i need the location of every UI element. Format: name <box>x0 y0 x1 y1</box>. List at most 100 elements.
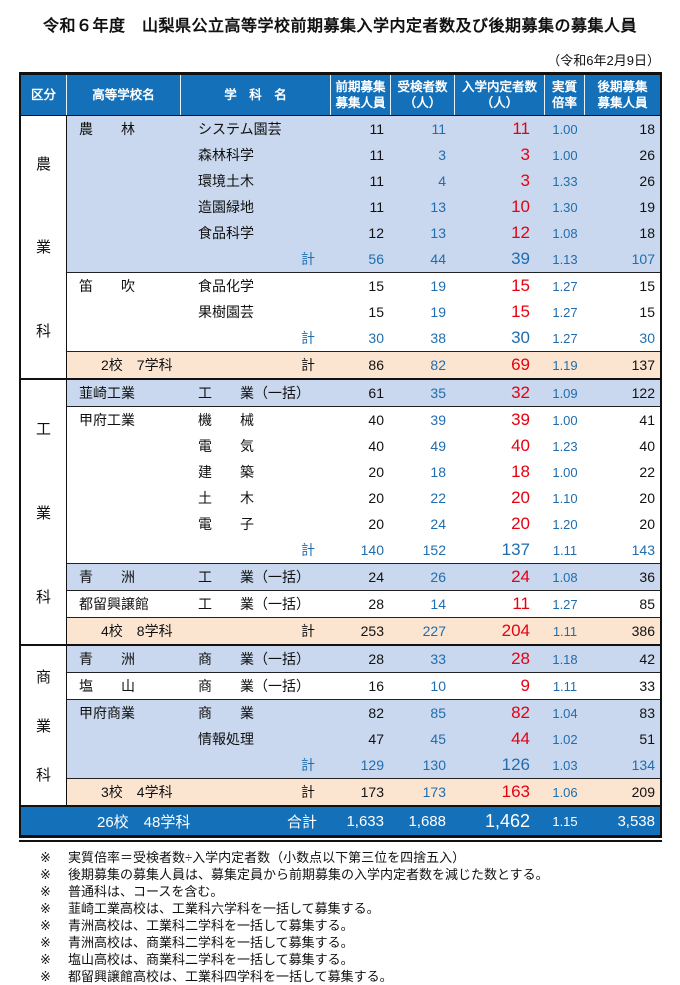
category-char: 業 <box>35 239 51 257</box>
cell-zenki: 253 <box>360 623 384 639</box>
footnote-text: 青洲高校は、工業科二学科を一括して募集する。 <box>68 918 354 933</box>
category-char: 科 <box>35 322 51 340</box>
cell-naitei: 44 <box>511 729 530 748</box>
cell-kouki: 83 <box>639 705 655 721</box>
cell-bairitsu: 1.15 <box>552 813 578 829</box>
cell-juken: 10 <box>430 678 446 694</box>
table-row: 食品科学 12 13 12 1.08 18 <box>67 220 660 246</box>
table-row: 電 子 20 24 20 1.20 20 <box>67 511 660 537</box>
footnote-line: ※ 青洲高校は、工業科二学科を一括して募集する。 <box>40 917 680 934</box>
category-kubun: 農業科 <box>21 116 67 378</box>
header-cell-4: 受検者数 （人） <box>391 75 455 115</box>
footnote-text: 都留興譲館高校は、工業科四学科を一括して募集する。 <box>68 969 393 984</box>
cell-zenki: 61 <box>368 385 384 401</box>
cell-juken: 26 <box>430 569 446 585</box>
cell-zenki: 16 <box>368 678 384 694</box>
cell-zenki: 28 <box>368 596 384 612</box>
cell-kouki: 40 <box>639 438 655 454</box>
table-row: 計 30 38 30 1.27 30 <box>67 325 660 351</box>
cell-dept-name: 商 業（一括） <box>198 651 310 667</box>
section-rows: 農 林 システム園芸 11 11 11 1.00 18 森林科学 11 3 3 1.00 26 環境土木 1… <box>67 116 660 378</box>
cell-bairitsu: 1.03 <box>552 757 578 773</box>
cell-bairitsu: 1.19 <box>552 357 578 373</box>
cell-juken: 44 <box>430 251 446 267</box>
cell-dept-name: 情報処理 <box>198 731 254 747</box>
cell-bairitsu: 1.08 <box>552 569 578 585</box>
cell-kouki: 51 <box>639 731 655 747</box>
cell-zenki: 20 <box>368 490 384 506</box>
category-char: 商 <box>35 669 51 686</box>
cell-bairitsu: 1.04 <box>552 705 578 721</box>
table-row: 笛 吹 食品化学 15 19 15 1.27 15 <box>67 273 660 299</box>
cell-naitei: 15 <box>511 276 530 295</box>
category-char: 工 <box>35 420 51 438</box>
section-1: 工業科韮崎工業工 業（一括） 61 35 32 1.09 122 甲府工業機 械 40 39 39… <box>21 378 660 644</box>
cell-naitei: 20 <box>511 488 530 507</box>
cell-dept-name: 計 <box>301 330 315 346</box>
footnote-mark: ※ <box>40 918 51 933</box>
cell-dept-name: 電 子 <box>198 516 254 532</box>
cell-naitei: 1,462 <box>484 810 530 831</box>
footnote-mark: ※ <box>40 884 51 899</box>
footnote-line: ※ 青洲高校は、商業科二学科を一括して募集する。 <box>40 934 680 951</box>
cell-school-name: 甲府商業 <box>79 705 135 721</box>
cell-bairitsu: 1.00 <box>552 412 578 428</box>
cell-dept-name: 工 業（一括） <box>198 569 310 585</box>
cell-dept-name: 工 業（一括） <box>198 596 310 612</box>
cell-naitei: 39 <box>511 410 530 429</box>
cell-school-name: 農 林 <box>79 121 135 137</box>
cell-juken: 19 <box>430 304 446 320</box>
table-row: 計 140 152 137 1.11 143 <box>67 537 660 563</box>
table-row: 韮崎工業 工 業（一括） 61 35 32 1.09 122 <box>67 380 660 406</box>
footnote-line: ※ 都留興譲館高校は、工業科四学科を一括して募集する。 <box>40 968 680 985</box>
subtotal-label: 2校 7学科 計 <box>67 355 331 375</box>
table-row: 環境土木 11 4 3 1.33 26 <box>67 168 660 194</box>
cell-naitei: 11 <box>512 119 530 138</box>
cell-naitei: 24 <box>511 567 530 586</box>
cell-dept-name: 土 木 <box>198 490 254 506</box>
cell-dept-name: 食品化学 <box>198 278 254 294</box>
cell-zenki: 12 <box>368 225 384 241</box>
cell-bairitsu: 1.23 <box>552 438 578 454</box>
cell-dept-name: 建 築 <box>198 464 254 480</box>
cell-bairitsu: 1.27 <box>552 304 578 320</box>
cell-naitei: 9 <box>520 676 530 695</box>
cell-bairitsu: 1.27 <box>552 330 578 346</box>
cell-naitei: 137 <box>501 540 530 559</box>
cell-dept-name: 計 <box>301 757 315 773</box>
category-char: 業 <box>35 718 51 735</box>
cell-juken: 85 <box>430 705 446 721</box>
category-char: 科 <box>35 767 51 784</box>
cell-naitei: 30 <box>511 328 530 347</box>
school-group: 都留興譲館 工 業（一括） 28 14 11 1.27 85 <box>67 590 660 617</box>
footnote-mark: ※ <box>40 935 51 950</box>
cell-kouki: 26 <box>639 147 655 163</box>
cell-dept-name: 計 <box>301 251 315 267</box>
cell-naitei: 15 <box>511 302 530 321</box>
cell-dept-name: 造園緑地 <box>198 199 254 215</box>
cell-zenki: 11 <box>369 199 384 215</box>
cell-juken: 4 <box>438 173 446 189</box>
table-row: 情報処理 47 45 44 1.02 51 <box>67 726 660 752</box>
cell-bairitsu: 1.33 <box>552 173 578 189</box>
header-cell-0: 区分 <box>21 75 67 115</box>
cell-naitei: 82 <box>511 703 530 722</box>
cell-zenki: 24 <box>368 569 384 585</box>
cell-naitei: 10 <box>511 197 530 216</box>
table-row: 青 洲 商 業（一括） 28 33 28 1.18 42 <box>67 646 660 672</box>
cell-juken: 1,688 <box>408 812 446 830</box>
cell-kouki: 20 <box>639 490 655 506</box>
footnote-mark: ※ <box>40 952 51 967</box>
header-cell-7: 後期募集 募集人員 <box>597 79 648 110</box>
cell-naitei: 126 <box>501 755 530 774</box>
cell-zenki: 82 <box>368 705 384 721</box>
cell-dept-name: 食品科学 <box>198 225 254 241</box>
cell-juken: 11 <box>431 121 446 137</box>
cell-juken: 33 <box>430 651 446 667</box>
table-row: 計 56 44 39 1.13 107 <box>67 246 660 272</box>
cell-zenki: 11 <box>369 173 384 189</box>
table-row: 甲府工業 機 械 40 39 39 1.00 41 <box>67 407 660 433</box>
cell-zenki: 40 <box>368 412 384 428</box>
page-title: 令和６年度 山梨県公立高等学校前期募集入学内定者数及び後期募集の募集人員 <box>42 18 637 35</box>
cell-juken: 82 <box>430 357 446 373</box>
